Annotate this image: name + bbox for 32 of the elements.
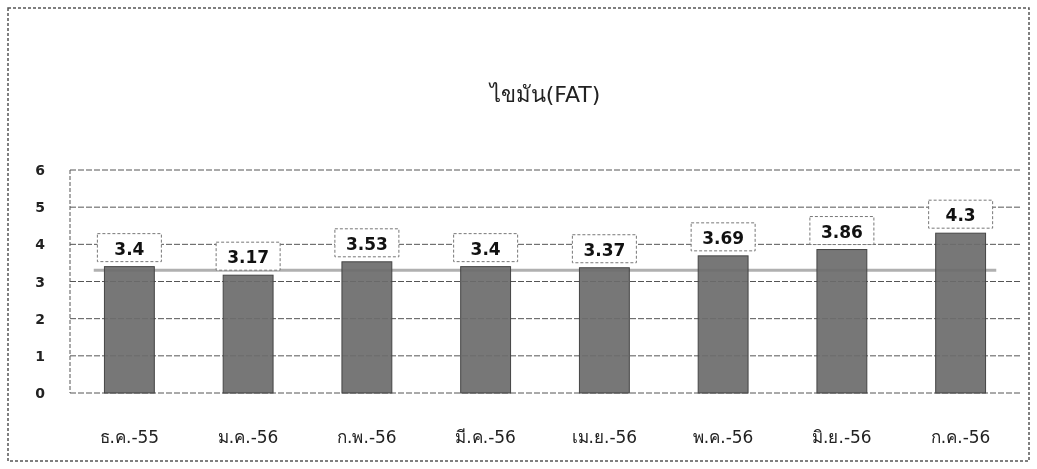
bar (935, 232, 987, 394)
bar (578, 267, 630, 394)
bar (697, 255, 749, 394)
x-tick-label: พ.ค.-56 (692, 427, 754, 447)
x-tick-label: ก.ค.-56 (930, 427, 991, 447)
data-label: 3.17 (227, 247, 270, 268)
data-label: 3.86 (820, 221, 863, 242)
y-tick-label: 2 (35, 310, 45, 327)
x-tick-label: เม.ย.-56 (571, 427, 638, 447)
data-label: 3.53 (345, 233, 388, 254)
y-tick-label: 5 (35, 199, 45, 216)
bar (222, 274, 274, 394)
y-tick-label: 4 (35, 236, 46, 253)
data-label: 3.4 (114, 238, 145, 259)
data-label: 3.37 (583, 239, 626, 260)
data-label: 3.4 (470, 238, 501, 259)
y-tick-label: 3 (35, 273, 45, 290)
x-tick-label: ก.พ.-56 (337, 427, 397, 447)
bar (341, 261, 393, 394)
y-tick-label: 1 (35, 347, 45, 364)
chart-title: ไขมัน(FAT) (487, 82, 601, 107)
bar (103, 266, 155, 394)
data-label: 4.3 (945, 205, 976, 226)
data-label: 3.69 (702, 227, 745, 248)
bar (816, 249, 868, 394)
x-tick-label: ธ.ค.-55 (99, 427, 160, 447)
bar (460, 266, 512, 394)
y-tick-label: 0 (35, 385, 46, 401)
x-tick-label: ม.ค.-56 (217, 427, 279, 447)
x-tick-label: มิ.ย.-56 (812, 427, 872, 447)
y-tick-label: 6 (35, 162, 45, 178)
x-tick-label: มี.ค.-56 (455, 427, 516, 447)
